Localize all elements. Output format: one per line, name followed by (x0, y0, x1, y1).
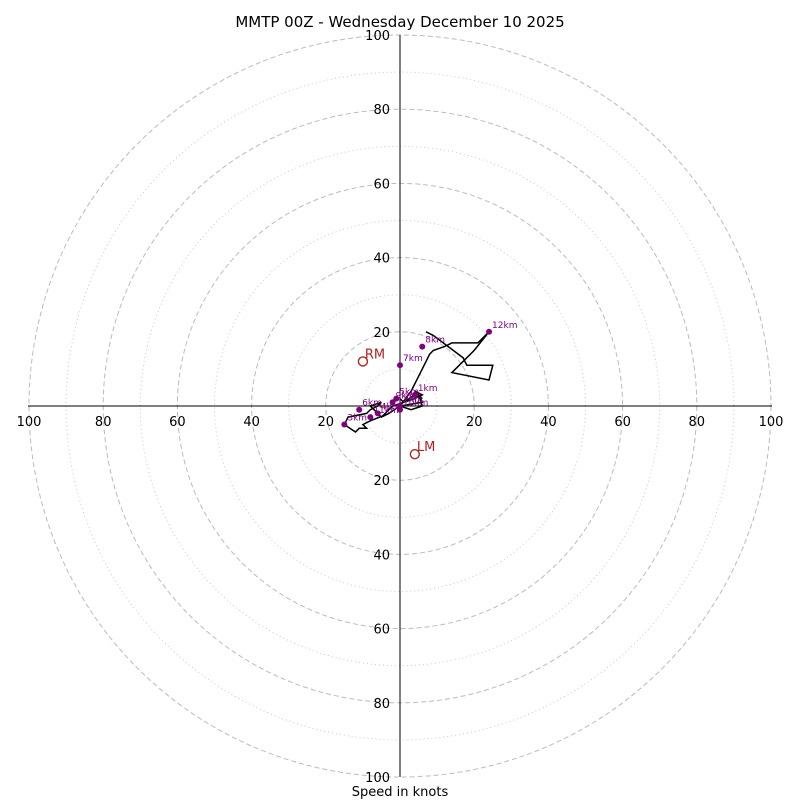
height-point-5km (393, 395, 400, 402)
x-tick-right-20: 20 (466, 415, 483, 430)
tick-labels: 100 80 60 40 20 20 40 60 80 100 20 40 60 80 100 20 40 60 8… (17, 29, 784, 786)
hodograph-trace (343, 331, 494, 433)
storm-motion-rm-marker (357, 356, 369, 367)
y-tick-bottom-100: 100 (365, 771, 390, 786)
height-label-12km: 12km (492, 321, 517, 331)
y-tick-bottom-60: 60 (373, 623, 390, 638)
y-tick-top-20: 20 (373, 326, 390, 341)
height-point-1km (411, 391, 418, 398)
height-label-11km: 11km (373, 406, 398, 416)
height-point-4km (374, 410, 381, 417)
hodograph-line (343, 331, 494, 433)
storm-motion-markers: RM LM (357, 347, 435, 460)
x-tick-right-40: 40 (540, 415, 557, 430)
y-tick-top-60: 60 (373, 177, 390, 192)
height-point-9km (389, 399, 396, 406)
height-point-3km (341, 421, 348, 428)
height-label-6km: 6km (362, 399, 382, 409)
storm-motion-rm-label: RM (365, 347, 385, 362)
height-point-7km (397, 362, 403, 369)
height-label-4km: 4km (381, 402, 401, 412)
height-point-12km (486, 328, 493, 335)
x-tick-left-100: 100 (17, 415, 42, 430)
y-tick-top-80: 80 (373, 103, 390, 118)
x-axis-label: Speed in knots (352, 785, 449, 800)
y-tick-top-40: 40 (373, 252, 390, 267)
chart-title: MMTP 00Z - Wednesday December 10 2025 (235, 13, 564, 31)
height-point-6km (356, 406, 363, 413)
y-tick-top-100: 100 (365, 29, 390, 44)
y-tick-bottom-40: 40 (373, 548, 390, 563)
x-tick-left-80: 80 (95, 415, 112, 430)
height-label-5km: 5km (399, 388, 419, 398)
height-label-2km: 2km (403, 395, 423, 405)
height-label-10km: 10km (403, 399, 428, 409)
y-tick-bottom-20: 20 (373, 474, 390, 489)
x-tick-left-40: 40 (243, 415, 260, 430)
x-tick-right-60: 60 (614, 415, 631, 430)
height-point-8km (419, 343, 426, 350)
height-label-9km: 9km (396, 391, 416, 401)
height-label-1km: 1km (418, 384, 438, 394)
y-tick-bottom-80: 80 (373, 697, 390, 712)
storm-motion-lm-label: LM (417, 440, 435, 455)
x-tick-right-100: 100 (759, 415, 784, 430)
storm-motion-lm-marker (409, 449, 421, 460)
height-label-3km: 3km (347, 414, 367, 424)
height-label-7km: 7km (403, 354, 423, 364)
height-label-8km: 8km (425, 336, 445, 346)
x-tick-left-60: 60 (169, 415, 186, 430)
height-point-10km (397, 406, 403, 413)
x-tick-left-20: 20 (318, 415, 335, 430)
x-tick-right-80: 80 (689, 415, 706, 430)
height-point-11km (367, 414, 374, 421)
